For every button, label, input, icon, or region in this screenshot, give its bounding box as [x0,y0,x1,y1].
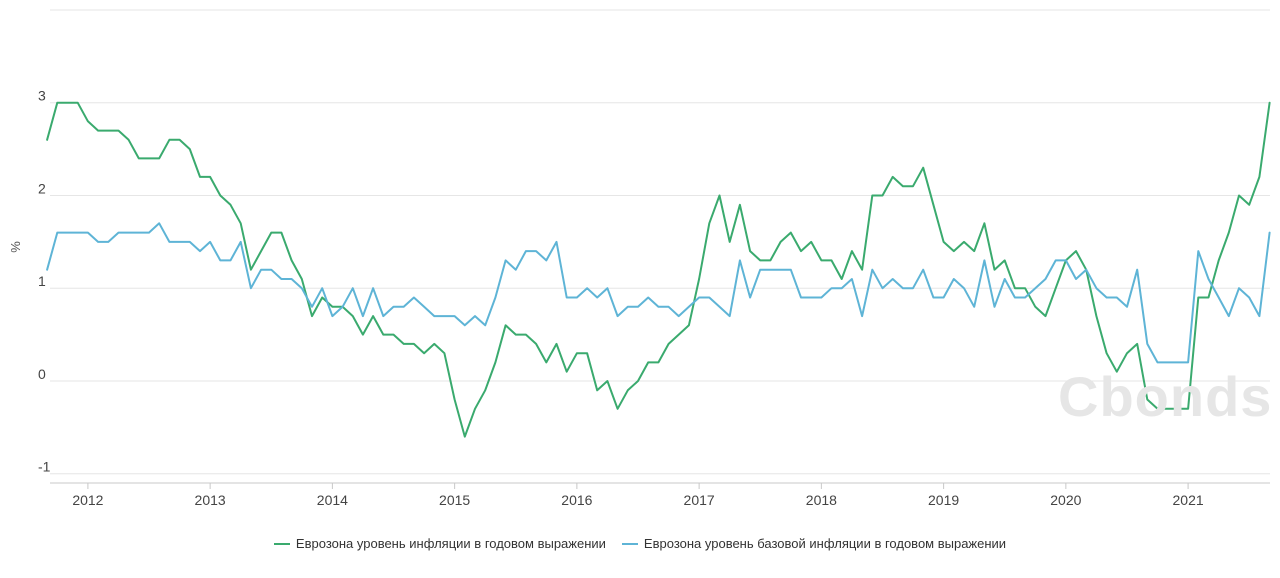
series-line-core-inflation[interactable] [46,222,1271,364]
legend-item-core-inflation[interactable]: Еврозона уровень базовой инфляции в годо… [621,536,1007,551]
x-tick-label: 2021 [1173,492,1204,508]
series-lines [46,101,1271,438]
x-axis: 2012 2013 2014 2015 2016 2017 2018 2019 2020 2021 [50,482,1270,508]
y-axis-title: % [8,241,23,253]
x-tick-label: 2015 [439,492,470,508]
watermark-logo: Cbonds [1058,365,1273,428]
grid-lines [50,9,1270,475]
y-axis-ticks: 3 2 1 0 -1 [38,88,51,475]
legend-swatch-core-inflation [621,542,638,545]
x-tick-label: 2014 [317,492,348,508]
x-tick-label: 2018 [806,492,837,508]
legend-label-core-inflation: Еврозона уровень базовой инфляции в годо… [643,536,1007,551]
y-tick-label: 1 [38,273,46,289]
legend: Еврозона уровень инфляции в годовом выра… [0,536,1280,551]
x-tick-label: 2013 [195,492,226,508]
legend-label-inflation: Еврозона уровень инфляции в годовом выра… [295,536,606,551]
y-tick-label: 2 [38,180,46,196]
y-tick-label: 0 [38,366,46,382]
x-tick-label: 2020 [1050,492,1081,508]
x-tick-label: 2012 [72,492,103,508]
y-tick-label: 3 [38,88,46,104]
legend-item-inflation[interactable]: Еврозона уровень инфляции в годовом выра… [273,536,606,551]
y-tick-label: -1 [38,459,51,475]
x-tick-label: 2016 [561,492,592,508]
x-tick-label: 2019 [928,492,959,508]
legend-swatch-inflation [273,542,290,545]
x-tick-label: 2017 [684,492,715,508]
